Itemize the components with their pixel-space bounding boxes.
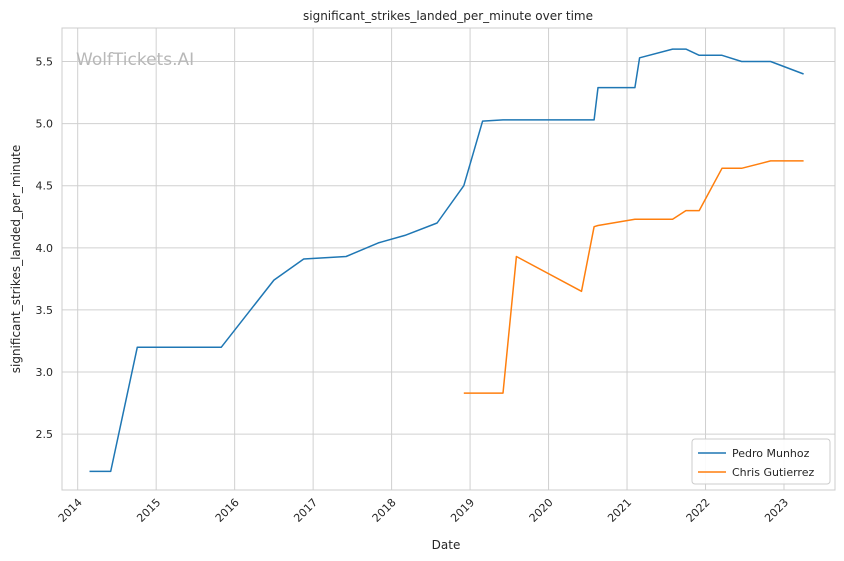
legend-box [691, 438, 831, 485]
watermark: WolfTickets.AI [76, 50, 194, 70]
y-tick-label-4.5: 4.5 [36, 180, 54, 193]
plot-frame [61, 27, 836, 491]
legend-label-chris-gutierrez: Chris Gutierrez [732, 466, 814, 479]
series-line-pedro-munhoz [89, 48, 804, 473]
y-axis-title: significant_strikes_landed_per_minute [9, 145, 23, 374]
chart-title: significant_strikes_landed_per_minute ov… [303, 9, 593, 23]
legend: Pedro Munhoz Chris Gutierrez [691, 438, 831, 485]
x-tick-label-2022: 2022 [684, 496, 713, 525]
x-tick-label-2021: 2021 [605, 496, 634, 525]
x-axis-title: Date [432, 538, 461, 552]
y-tick-label-5.5: 5.5 [36, 56, 54, 69]
y-axis-ticks: 2.5 3.0 3.5 4.0 4.5 5.0 5.5 [36, 56, 54, 442]
y-tick-label-4.0: 4.0 [36, 242, 54, 255]
x-tick-label-2023: 2023 [762, 496, 791, 525]
x-tick-label-2015: 2015 [134, 496, 163, 525]
x-tick-label-2016: 2016 [213, 496, 242, 525]
grid [62, 28, 835, 490]
x-axis-ticks: 2014 2015 2016 2017 2018 2019 2020 2021 2022 2023 [56, 496, 791, 525]
x-tick-label-2019: 2019 [448, 496, 477, 525]
y-tick-label-5.0: 5.0 [36, 118, 54, 131]
x-tick-label-2017: 2017 [291, 496, 320, 525]
x-tick-label-2020: 2020 [527, 496, 556, 525]
y-tick-label-3.0: 3.0 [36, 366, 54, 379]
y-tick-label-3.5: 3.5 [36, 304, 54, 317]
legend-label-pedro-munhoz: Pedro Munhoz [732, 447, 810, 460]
series-line-chris-gutierrez [463, 160, 804, 394]
y-tick-label-2.5: 2.5 [36, 428, 54, 441]
x-tick-label-2018: 2018 [370, 496, 399, 525]
x-tick-label-2014: 2014 [56, 496, 85, 525]
series-layer [89, 48, 804, 473]
